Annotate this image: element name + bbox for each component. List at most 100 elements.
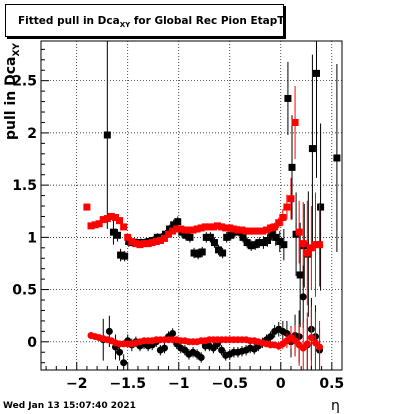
data-point-square — [140, 240, 148, 248]
data-point-square — [103, 131, 111, 139]
data-point-square — [177, 225, 185, 233]
y-tick-label: 0.5 — [12, 283, 37, 299]
data-point-square — [160, 234, 168, 242]
data-point-square — [219, 249, 227, 257]
chart-title-main: Fitted pull in Dca — [18, 15, 120, 27]
data-point-square — [186, 233, 194, 241]
data-point-square — [132, 240, 140, 248]
x-tick-label: 0 — [276, 376, 286, 392]
data-point-square — [210, 239, 218, 247]
x-tick-label: −2 — [66, 376, 87, 392]
data-point-square — [194, 250, 202, 258]
data-point-square — [83, 203, 91, 211]
data-point-square — [148, 239, 156, 247]
data-point-square — [291, 118, 299, 126]
data-point-square — [197, 224, 205, 232]
data-point-square — [254, 227, 262, 235]
data-point-square — [264, 236, 272, 244]
data-point-square — [103, 215, 111, 223]
data-point-square — [275, 219, 283, 227]
data-point-square — [87, 222, 95, 230]
data-point-square — [308, 145, 316, 153]
data-point-square — [272, 233, 280, 241]
data-point-square — [144, 240, 152, 248]
data-point-square — [312, 69, 320, 77]
data-point-square — [136, 241, 144, 249]
data-point-square — [117, 251, 125, 259]
data-point-square — [222, 224, 230, 232]
data-point-square — [174, 218, 182, 226]
data-point-square — [223, 233, 231, 241]
data-point-square — [120, 223, 128, 231]
data-point-square — [267, 224, 275, 232]
chart-title-subscript: XY — [119, 21, 131, 29]
data-point-square — [311, 241, 319, 249]
data-point-square — [185, 226, 193, 234]
data-point-square — [317, 203, 325, 211]
data-point-square — [251, 241, 259, 249]
data-point-circle — [316, 343, 324, 351]
data-point-square — [268, 230, 276, 238]
data-point-square — [114, 231, 122, 239]
y-tick-label: 0 — [27, 335, 37, 351]
axes: −2 −1.5 −1 −0.5 0 0.5 0 0.5 1 1.5 2 2.5 — [12, 48, 344, 392]
data-point-square — [271, 223, 279, 231]
plot-frame — [40, 40, 343, 371]
y-axis-label-subscript: XY — [12, 43, 22, 57]
data-point-square — [107, 212, 115, 220]
timestamp-footer: Wed Jan 13 15:07:40 2021 — [3, 401, 136, 411]
data-point-square — [226, 224, 234, 232]
x-tick-label: 0.5 — [319, 376, 344, 392]
data-point-square — [111, 214, 119, 222]
x-tick-label: −1 — [168, 376, 189, 392]
data-point-square — [243, 239, 251, 247]
data-point-square — [165, 230, 173, 238]
chart-title-box: Fitted pull in DcaXY for Global Rec Pion… — [5, 4, 284, 37]
data-point-square — [109, 228, 117, 236]
data-point-circle — [303, 340, 311, 348]
data-point-square — [190, 249, 198, 257]
data-point-square — [193, 225, 201, 233]
data-point-circle — [267, 333, 275, 341]
data-point-square — [283, 203, 291, 211]
data-point-square — [246, 227, 254, 235]
data-point-square — [258, 227, 266, 235]
series-layer — [83, 41, 341, 370]
data-point-circle — [160, 344, 168, 352]
data-point-square — [307, 244, 315, 252]
data-point-square — [99, 216, 107, 224]
data-point-square — [280, 241, 288, 249]
data-point-circle — [120, 359, 128, 367]
y-tick-label: 1 — [27, 230, 37, 246]
data-point-square — [247, 242, 255, 250]
data-point-square — [284, 94, 292, 102]
data-point-square — [209, 223, 217, 231]
data-point-square — [299, 240, 307, 248]
data-point-square — [189, 226, 197, 234]
data-point-circle — [218, 346, 226, 354]
data-point-square — [173, 225, 181, 233]
data-point-circle — [169, 329, 177, 337]
data-point-square — [128, 238, 136, 246]
x-tick-label: −0.5 — [211, 376, 248, 392]
data-point-square — [206, 233, 214, 241]
data-point-circle — [307, 334, 315, 342]
data-point-square — [287, 195, 295, 203]
data-point-square — [95, 220, 103, 228]
y-axis-label: pull in DcaXY — [3, 43, 22, 140]
data-point-square — [239, 233, 247, 241]
data-point-square — [230, 225, 238, 233]
x-axis-label: η — [331, 398, 340, 414]
data-point-square — [215, 246, 223, 254]
y-tick-label: 2.5 — [12, 74, 37, 90]
data-point-square — [234, 226, 242, 234]
chart-title: Fitted pull in DcaXY for Global Rec Pion… — [18, 15, 284, 29]
y-axis-label-main: pull in Dca — [3, 56, 19, 140]
data-point-square — [91, 221, 99, 229]
data-point-square — [333, 154, 341, 162]
data-point-square — [182, 231, 190, 239]
data-point-square — [198, 248, 206, 256]
series-1 — [83, 85, 324, 306]
data-point-square — [279, 214, 287, 222]
